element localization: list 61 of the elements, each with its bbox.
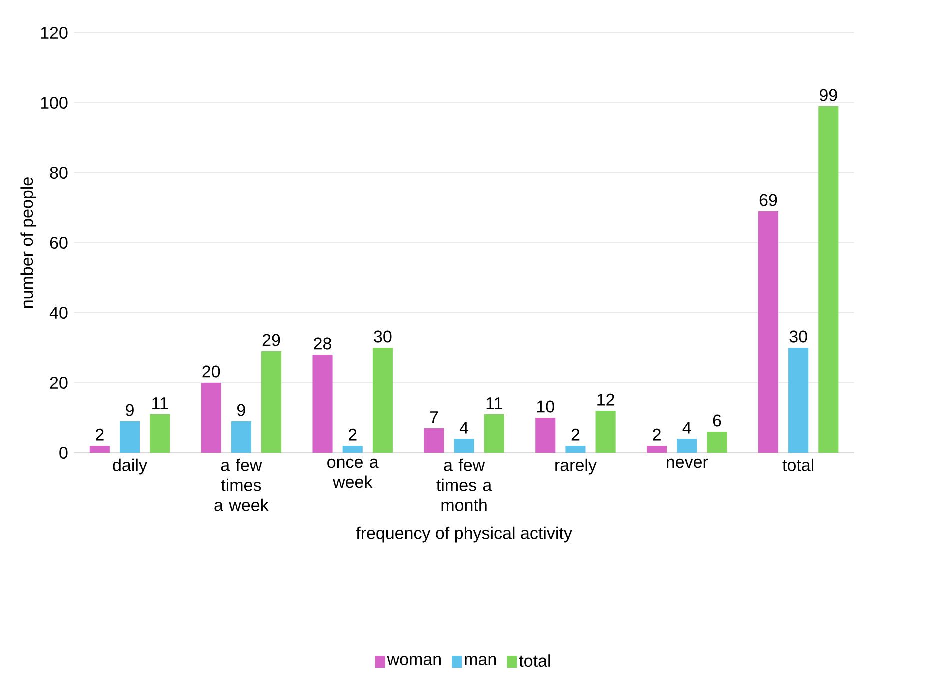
bar bbox=[90, 446, 110, 453]
y-tick-label: 60 bbox=[50, 236, 68, 250]
x-axis-title: frequency of physical activity bbox=[356, 526, 572, 543]
bar bbox=[372, 348, 393, 453]
legend-label: man bbox=[465, 656, 496, 666]
bar bbox=[818, 106, 839, 453]
x-tick-label: daily bbox=[113, 458, 148, 475]
data-label: 12 bbox=[598, 394, 614, 406]
bar bbox=[484, 414, 504, 453]
x-tick-label: once a week bbox=[328, 458, 379, 488]
y-axis-title: number of people bbox=[20, 178, 37, 308]
x-tick-label: total bbox=[782, 458, 814, 472]
data-label: 2 bbox=[96, 428, 104, 441]
data-label: 2 bbox=[348, 428, 357, 441]
bar bbox=[120, 422, 140, 453]
data-label: 20 bbox=[202, 366, 220, 378]
data-label: 28 bbox=[314, 338, 332, 350]
data-label: 11 bbox=[486, 398, 502, 410]
bar bbox=[647, 446, 668, 453]
bar bbox=[677, 439, 698, 453]
y-tick-label: 120 bbox=[41, 26, 68, 40]
bar bbox=[758, 211, 779, 453]
bar bbox=[707, 432, 728, 453]
x-tick-label: a few times a month bbox=[436, 458, 492, 512]
data-label: 9 bbox=[126, 404, 134, 416]
y-tick-label: 80 bbox=[50, 166, 68, 180]
x-tick-label: never bbox=[667, 458, 708, 468]
bar bbox=[312, 355, 333, 453]
data-label: 4 bbox=[460, 422, 469, 434]
bar bbox=[201, 383, 222, 453]
bar bbox=[788, 348, 809, 453]
data-label: 30 bbox=[790, 330, 808, 343]
y-tick-label: 100 bbox=[41, 96, 68, 110]
legend-label: total bbox=[519, 654, 550, 668]
bar bbox=[536, 418, 556, 453]
y-tick-label: 40 bbox=[50, 306, 68, 320]
bar bbox=[261, 352, 282, 453]
data-label: 9 bbox=[238, 404, 246, 416]
data-label: 29 bbox=[262, 334, 280, 346]
bar bbox=[454, 439, 474, 453]
data-label: 6 bbox=[713, 414, 722, 427]
y-tick-label: 20 bbox=[50, 376, 68, 390]
data-label: 2 bbox=[572, 428, 580, 441]
x-tick-label: rarely bbox=[556, 458, 597, 475]
data-label: 69 bbox=[760, 194, 778, 206]
data-label: 99 bbox=[820, 89, 838, 102]
bar bbox=[150, 414, 170, 453]
data-label: 7 bbox=[430, 412, 438, 424]
data-label: 2 bbox=[653, 428, 661, 441]
bar bbox=[424, 428, 444, 453]
data-label: 11 bbox=[152, 398, 168, 410]
bar bbox=[566, 446, 586, 453]
bar bbox=[342, 446, 363, 453]
data-label: 10 bbox=[537, 400, 554, 413]
bar bbox=[596, 411, 616, 453]
x-tick-label: a few times a week bbox=[214, 458, 269, 512]
data-label: 30 bbox=[374, 330, 392, 343]
legend-label: woman bbox=[387, 656, 441, 666]
data-label: 4 bbox=[682, 422, 692, 434]
bar bbox=[231, 422, 252, 453]
y-tick-label: 0 bbox=[60, 446, 68, 460]
